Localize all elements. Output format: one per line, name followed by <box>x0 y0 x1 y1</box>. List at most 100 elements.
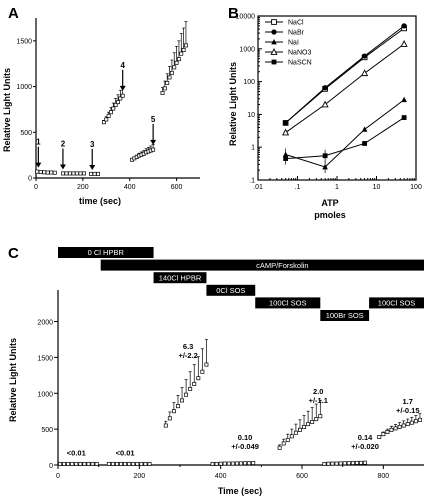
panel-c-y-tick-label: 2000 <box>37 320 53 327</box>
panel-b-point <box>401 23 407 29</box>
panel-c-point <box>167 416 172 421</box>
panel-b-point <box>401 115 407 120</box>
panel-c-x-tick-label: 200 <box>133 473 145 480</box>
panel-a-annotation-label: 3 <box>90 140 95 149</box>
panel-c-point <box>74 461 79 466</box>
panel-c-point <box>306 422 311 427</box>
panel-c-point <box>226 461 231 466</box>
panel-c-rate-error: +/-0.049 <box>231 442 259 451</box>
panel-b-x-tick-label: 10 <box>373 184 381 191</box>
panel-b-legend-label: NaBr <box>288 30 305 37</box>
panel-c-condition-label: 100Cl SOS <box>269 299 307 308</box>
panel-c-point <box>192 381 197 386</box>
panel-c-point <box>326 461 331 466</box>
panel-c-point <box>234 461 239 466</box>
panel-c-point <box>94 461 99 466</box>
panel-b-legend-label: NaI <box>288 40 299 47</box>
panel-b-x-tick-label: .01 <box>253 184 263 191</box>
panel-c-condition-bar <box>369 297 424 309</box>
panel-c-point <box>401 423 406 428</box>
panel-c-rate-value: 2.0 <box>313 387 323 396</box>
panel-c-point <box>106 461 111 466</box>
panel-a-point <box>183 43 188 48</box>
panel-a-annotation-arrowhead <box>119 85 126 91</box>
panel-b-legend-label: NaNO3 <box>288 50 311 57</box>
panel-b-series-line <box>285 27 405 124</box>
panel-c-point <box>239 461 243 466</box>
panel-c-data <box>58 339 422 466</box>
panel-b-point <box>282 128 290 136</box>
panel-c-point <box>413 419 418 424</box>
panel-c-point <box>354 460 359 465</box>
panel-b-point <box>322 85 328 91</box>
panel-b-legend-marker <box>271 29 277 35</box>
panel-a-point <box>60 171 65 176</box>
panel-a-point <box>181 48 186 52</box>
panel-c-point <box>346 461 351 466</box>
panel-c-x-tick-label: 400 <box>215 473 227 480</box>
panel-a-annotation-arrowhead <box>150 139 157 145</box>
panel-c-point <box>289 434 294 439</box>
panel-a-point <box>120 93 125 98</box>
panel-c-point <box>417 417 422 422</box>
panel-a-point <box>49 170 54 175</box>
panel-c-condition-label: 0Cl SOS <box>216 286 245 295</box>
panel-a-ylabel: Relative Light Units <box>2 68 12 152</box>
panel-c-condition-label: cAMP/Forskolin <box>256 261 309 270</box>
panel-a-y-tick-label: 0 <box>28 176 32 183</box>
panel-c-point <box>359 460 363 465</box>
panel-c-condition-bar <box>58 247 154 258</box>
panel-c: C 0 Cl HPBR cAMP/Forskolin 140Cl HPBR 0Cl S… <box>8 245 424 496</box>
panel-c-point <box>389 427 394 432</box>
panel-a-point <box>96 171 101 176</box>
panel-c-ylabel: Relative Light Units <box>8 338 18 422</box>
panel-a-point <box>82 171 86 176</box>
panel-c-point <box>90 461 95 466</box>
panel-c-y-tick-label: 0 <box>49 463 53 470</box>
panel-c-point <box>86 461 91 466</box>
panel-a-point <box>162 86 167 91</box>
panel-a-point <box>113 102 118 107</box>
panel-b-x-tick-label: .1 <box>295 184 301 191</box>
panel-a-point <box>104 117 109 122</box>
panel-c-point <box>135 461 140 466</box>
panel-a-point <box>109 110 113 115</box>
panel-c-point <box>385 430 390 434</box>
panel-c-point <box>230 461 235 466</box>
panel-b-point <box>321 100 329 108</box>
panel-c-point <box>171 409 176 414</box>
panel-c-point <box>338 461 343 466</box>
panel-c-point <box>184 392 189 397</box>
panel-a-y-tick-label: 1500 <box>16 38 32 45</box>
panel-c-rate-value: 6.3 <box>183 342 193 351</box>
panel-c-rate-value: <0.01 <box>116 449 135 458</box>
panel-c-condition-label: 140Cl HPBR <box>159 273 202 282</box>
panel-b-legend-marker <box>271 39 277 45</box>
panel-c-condition-bar <box>100 259 424 271</box>
panel-a-point <box>64 171 69 176</box>
panel-b-point <box>322 163 328 170</box>
panel-c-rate-value: <0.01 <box>67 449 86 458</box>
panel-b-series-line <box>285 117 405 160</box>
panel-a-x-tick-label: 400 <box>124 184 136 191</box>
panel-c-y-tick-label: 1000 <box>37 391 53 398</box>
panel-b-xlabel2: pmoles <box>314 210 346 220</box>
panel-b-y-tick-label: .1 <box>249 178 255 185</box>
panel-b-y-tick-label: 100 <box>243 79 255 86</box>
panel-c-point <box>143 461 148 466</box>
panel-c-point <box>350 461 355 465</box>
panel-a-point <box>89 171 94 176</box>
panel-c-point <box>139 461 144 466</box>
panel-c-point <box>131 461 136 466</box>
panel-b-point <box>283 156 289 161</box>
panel-b-series-line <box>285 25 405 124</box>
panel-a-point <box>42 170 47 175</box>
panel-c-rate-labels: <0.01 <0.01 6.3+/-2.2 0.10+/-0.049 2.0+/-1.1… <box>67 342 420 458</box>
panel-c-point <box>180 398 184 403</box>
panel-a-annotation-label: 2 <box>61 140 66 149</box>
panel-a-y-tick-label: 500 <box>20 130 32 137</box>
panel-c-point <box>285 437 290 442</box>
panel-a-data: 1 2 3 4 5 <box>35 21 188 176</box>
panel-c-y-tick-label: 1500 <box>37 355 53 362</box>
